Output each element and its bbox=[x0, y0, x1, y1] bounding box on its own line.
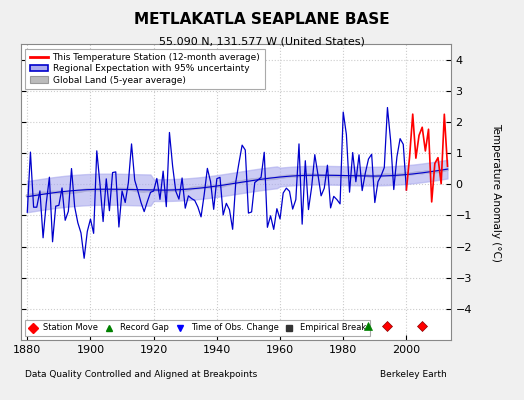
Text: 55.090 N, 131.577 W (United States): 55.090 N, 131.577 W (United States) bbox=[159, 36, 365, 46]
Text: METLAKATLA SEAPLANE BASE: METLAKATLA SEAPLANE BASE bbox=[134, 12, 390, 27]
Y-axis label: Temperature Anomaly (°C): Temperature Anomaly (°C) bbox=[492, 122, 501, 262]
Text: Berkeley Earth: Berkeley Earth bbox=[379, 370, 446, 378]
Legend: Station Move, Record Gap, Time of Obs. Change, Empirical Break: Station Move, Record Gap, Time of Obs. C… bbox=[25, 320, 370, 336]
Text: Data Quality Controlled and Aligned at Breakpoints: Data Quality Controlled and Aligned at B… bbox=[25, 370, 257, 378]
